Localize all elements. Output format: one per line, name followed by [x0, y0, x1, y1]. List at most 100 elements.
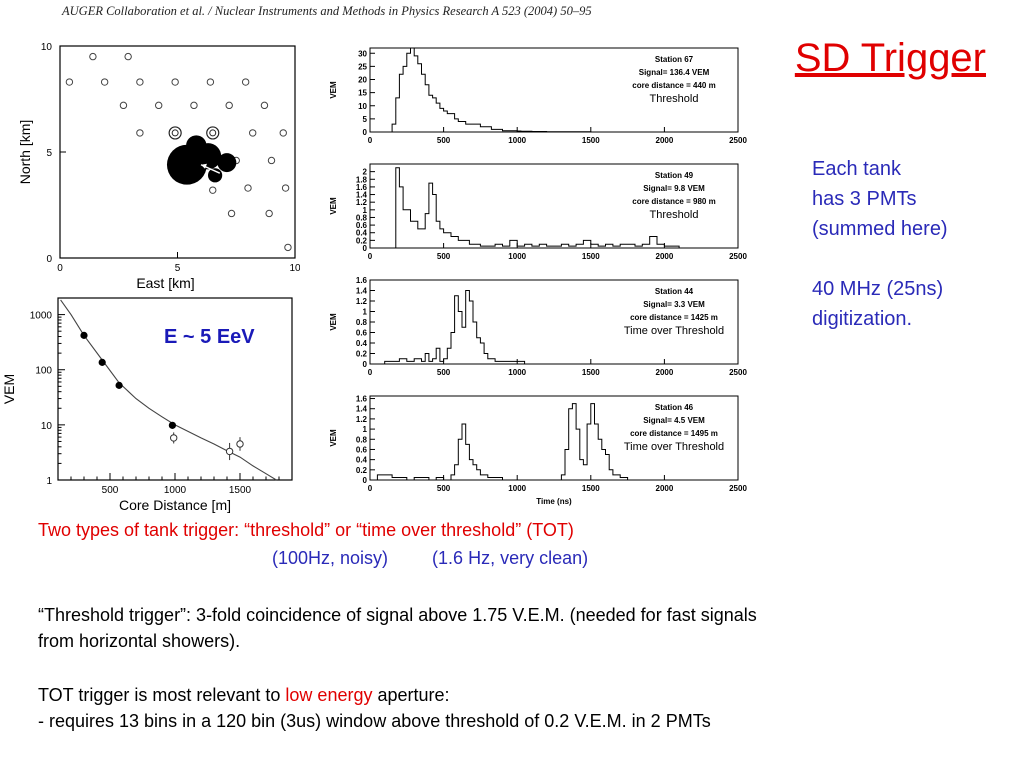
y-tick-label: 1: [363, 206, 368, 215]
x-tick-label: 2000: [656, 136, 674, 145]
tot-suffix-text: aperture:: [372, 685, 450, 705]
x-tick-label: 500: [437, 136, 451, 145]
y-tick-label: 0: [363, 128, 368, 137]
y-tick-label: 1: [46, 476, 52, 487]
threshold-trigger-line: “Threshold trigger”: 3-fold coincidence …: [38, 605, 757, 625]
y-tick-label: 0.2: [356, 236, 368, 245]
trigger-rates: (100Hz, noisy) (1.6 Hz, very clean): [272, 548, 588, 569]
trace-histogram: [370, 47, 738, 133]
y-tick-label: 10: [358, 102, 367, 111]
y-axis-label: VEM: [329, 197, 338, 215]
side-note-line: has 3 PMTs: [812, 188, 917, 210]
y-tick-label: 0.4: [356, 229, 368, 238]
threshold-trigger-paragraph: “Threshold trigger”: 3-fold coincidence …: [38, 602, 757, 654]
station-marker: [119, 101, 128, 110]
y-tick-label: 0.6: [356, 221, 368, 230]
hit-station-marker: [207, 168, 223, 183]
y-axis-label: VEM: [329, 81, 338, 99]
trace-histogram: [370, 290, 738, 365]
y-tick-label: 1.2: [356, 415, 368, 424]
y-tick-label: 10: [41, 421, 53, 432]
y-tick-label: 2: [363, 168, 368, 177]
station-marker: [209, 186, 217, 194]
x-tick-label: 1000: [508, 484, 526, 493]
station-marker: [265, 209, 273, 218]
ldf-open-point: [170, 434, 178, 442]
energy-annotation: E ~ 5 EeV: [164, 326, 255, 348]
trigger-type-label: Threshold: [650, 209, 699, 221]
signal-label: Signal= 136.4 VEM: [639, 68, 710, 77]
x-tick-label: 0: [368, 484, 373, 493]
ldf-data-point: [98, 358, 106, 366]
y-tick-label: 1.4: [356, 191, 368, 200]
x-tick-label: 0: [368, 368, 373, 377]
x-tick-label: 1500: [582, 136, 600, 145]
y-tick-label: 100: [35, 366, 52, 377]
station-marker: [244, 184, 252, 192]
side-notes: Each tank has 3 PMTs (summed here) 40 MH…: [812, 154, 948, 334]
x-tick-label: 2000: [656, 368, 674, 377]
y-tick-label: 0.4: [356, 339, 368, 348]
y-tick-label: 0.6: [356, 445, 368, 454]
trigger-type-label: Time over Threshold: [624, 325, 724, 337]
hit-station-marker: [217, 153, 237, 173]
x-tick-label: 2500: [729, 136, 747, 145]
x-tick-label: 1000: [508, 368, 526, 377]
station-traces-chart: 0 500 1000 1500 2000 2500051015202530VEMStati…: [329, 47, 747, 506]
station-marker: [227, 209, 236, 218]
x-tick-label: 1500: [582, 484, 600, 493]
y-tick-label: 1.2: [356, 297, 368, 306]
ldf-open-point: [225, 447, 234, 456]
station-marker: [225, 101, 233, 110]
y-tick-label: 0.2: [356, 350, 368, 359]
y-tick-label: 0: [363, 360, 368, 369]
y-tick-label: 1.4: [356, 287, 368, 296]
x-tick-label: 500: [102, 485, 119, 496]
x-tick-label: 2500: [729, 484, 747, 493]
side-note-line: Each tank: [812, 158, 901, 180]
ldf-data-point: [80, 331, 88, 339]
journal-header: AUGER Collaboration et al. / Nuclear Ins…: [62, 4, 592, 18]
side-note-line: digitization.: [812, 308, 913, 330]
station-label: Station 49: [655, 171, 694, 180]
x-tick-label: 1000: [164, 485, 187, 496]
trace-histogram: [370, 167, 738, 249]
x-tick-label: 2000: [656, 252, 674, 261]
x-tick-label: 2000: [656, 484, 674, 493]
station-marker: [65, 78, 74, 86]
signal-label: Signal= 4.5 VEM: [643, 416, 705, 425]
tot-trigger-line: TOT trigger is most relevant to low ener…: [38, 682, 711, 708]
y-tick-label: 0.8: [356, 318, 368, 327]
x-tick-label: 1500: [582, 368, 600, 377]
tot-trigger-paragraph: TOT trigger is most relevant to low ener…: [38, 682, 711, 734]
y-tick-label: 0.2: [356, 466, 368, 475]
hit-station-marker: [186, 135, 207, 156]
ldf-data-point: [115, 381, 123, 389]
x-axis-label: Core Distance [m]: [119, 497, 231, 513]
y-tick-label: 1.6: [356, 183, 368, 192]
core-distance-label: core distance = 1495 m: [630, 429, 718, 438]
slide-title: SD Trigger: [794, 36, 986, 80]
station-marker: [284, 243, 292, 252]
core-distance-label: core distance = 980 m: [632, 197, 715, 206]
trace-frame: [369, 163, 739, 249]
y-tick-label: 1.6: [356, 395, 368, 404]
station-marker: [89, 52, 97, 61]
x-tick-label: 500: [437, 252, 451, 261]
station-marker: [136, 78, 144, 86]
station-map-chart: 0 5 10 0 5 10 East [km] North [km]: [17, 42, 300, 291]
station-marker: [206, 78, 215, 86]
y-tick-label: 1.6: [356, 276, 368, 285]
station-label: Station 46: [655, 403, 694, 412]
trigger-type-label: Threshold: [650, 93, 699, 105]
station-marker: [279, 129, 287, 137]
y-tick-label: 0: [46, 254, 52, 265]
station-marker: [100, 78, 109, 86]
x-axis-label: East [km]: [136, 275, 194, 291]
threshold-trigger-line: from horizontal showers).: [38, 631, 241, 651]
y-tick-label: 1.4: [356, 405, 368, 414]
x-tick-label: 500: [437, 484, 451, 493]
y-tick-label: 1000: [30, 311, 53, 322]
y-tick-label: 0: [363, 244, 368, 253]
